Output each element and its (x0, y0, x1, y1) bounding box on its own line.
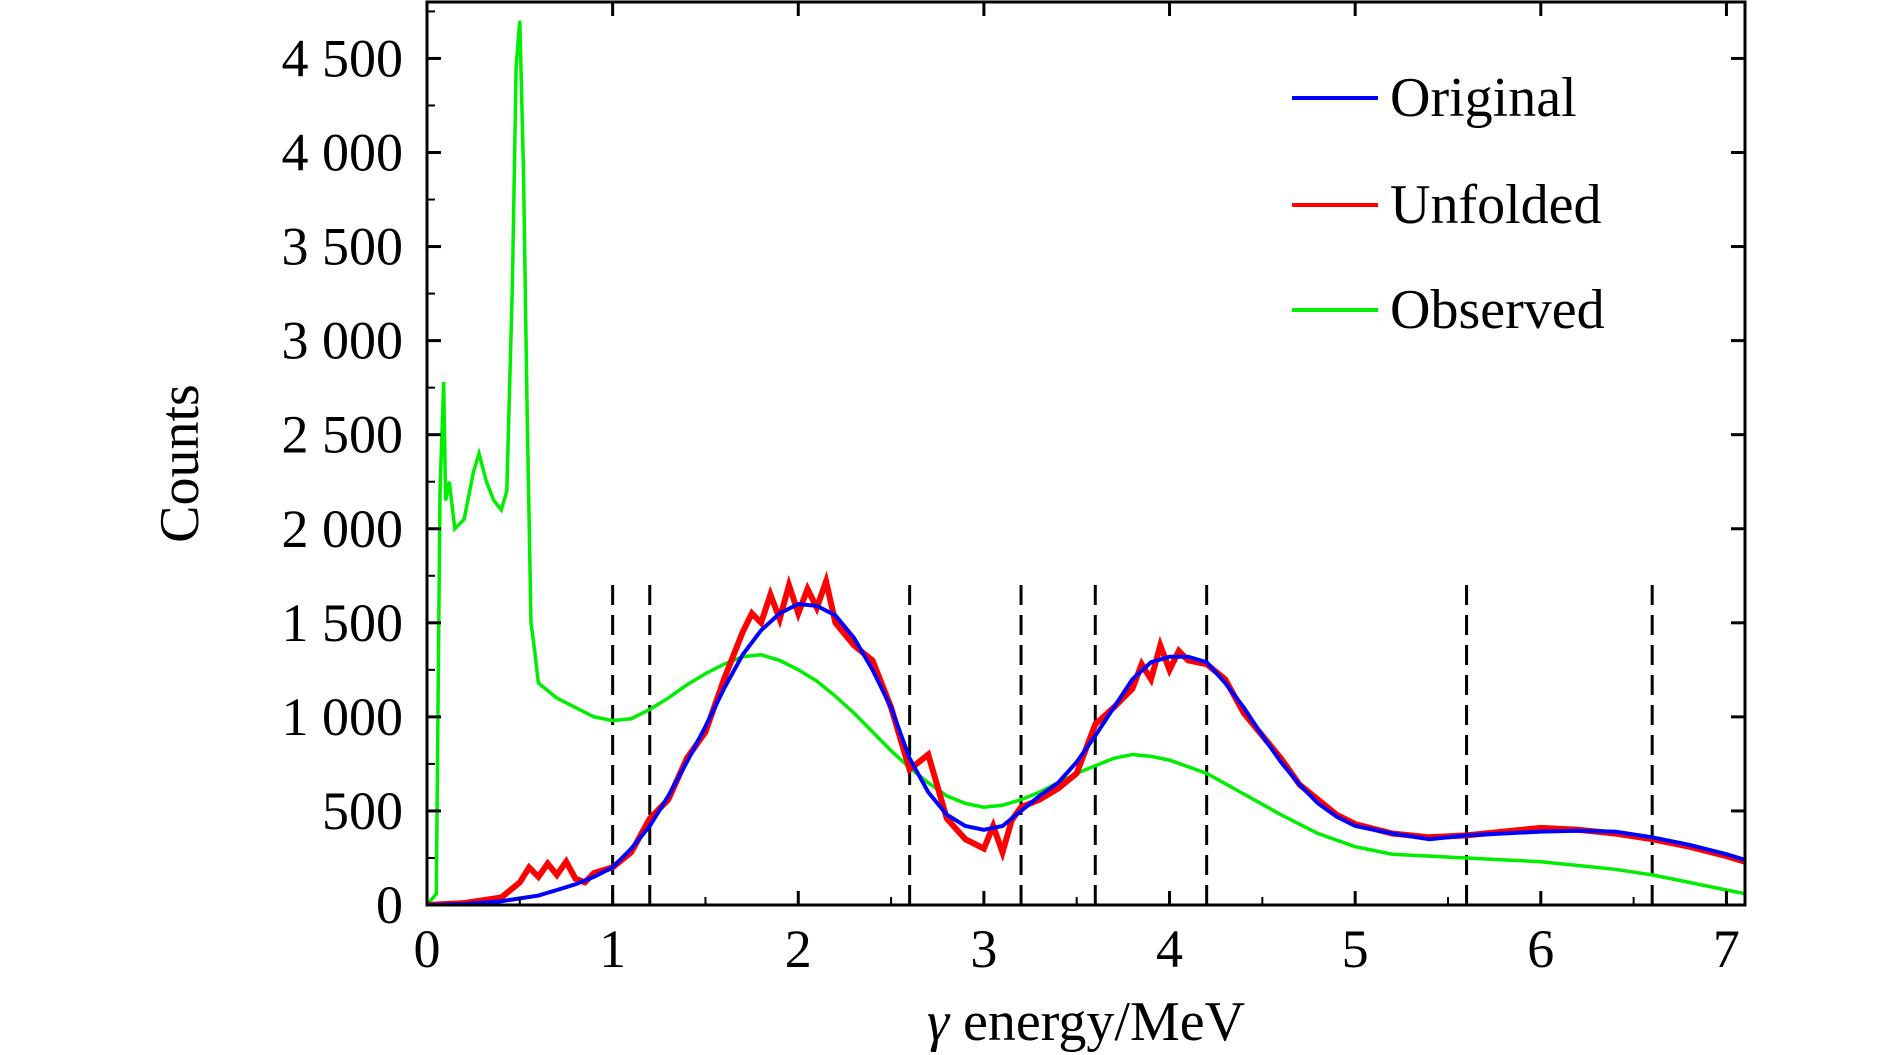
y-tick-label: 4 000 (282, 123, 404, 183)
series-line-original (427, 601, 1745, 905)
y-tick-label: 4 500 (282, 28, 404, 88)
x-tick-label: 7 (1713, 919, 1740, 979)
ticks: 0 1 2 3 4 5 6 7 0 500 1 000 1 500 2 000 2 500 3 000 3 5… (282, 2, 1745, 979)
x-tick-label: 3 (970, 919, 997, 979)
x-axis-title: γ energy/MeV (927, 991, 1245, 1053)
x-tick-label: 2 (785, 919, 812, 979)
y-tick-label: 500 (322, 781, 403, 841)
plot-content (427, 20, 1745, 905)
legend-label-original: Original (1390, 67, 1577, 129)
legend: Original Unfolded Observed (1292, 67, 1605, 341)
x-tick-label: 6 (1527, 919, 1554, 979)
axes (425, 0, 1747, 907)
y-tick-label: 2 000 (282, 499, 404, 559)
x-tick-label: 0 (414, 919, 441, 979)
legend-label-observed: Observed (1390, 279, 1605, 341)
y-tick-label: 0 (376, 875, 403, 935)
y-tick-label: 1 500 (282, 593, 404, 653)
series-line-observed (427, 20, 1745, 905)
y-axis-title: Counts (149, 384, 211, 543)
legend-label-unfolded: Unfolded (1390, 174, 1602, 236)
x-tick-label: 5 (1342, 919, 1369, 979)
y-tick-label: 1 000 (282, 687, 404, 747)
y-tick-label: 2 500 (282, 405, 404, 465)
y-tick-label: 3 000 (282, 311, 404, 371)
x-tick-label: 1 (599, 919, 626, 979)
x-tick-label: 4 (1156, 919, 1183, 979)
plot-frame (425, 0, 1747, 907)
y-tick-label: 3 500 (282, 217, 404, 277)
